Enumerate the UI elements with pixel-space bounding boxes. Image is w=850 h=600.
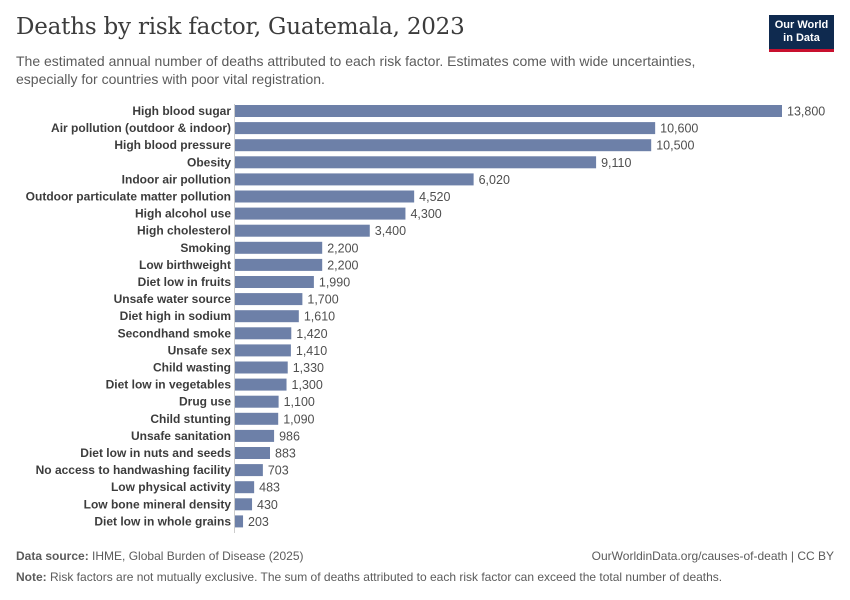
category-label: No access to handwashing facility — [36, 463, 232, 477]
category-label: High blood sugar — [132, 104, 231, 118]
bar[interactable] — [235, 258, 323, 271]
value-label: 4,300 — [410, 207, 441, 221]
bar[interactable] — [235, 327, 292, 340]
bar[interactable] — [235, 464, 263, 477]
category-label: Diet low in nuts and seeds — [80, 446, 231, 460]
category-label: Air pollution (outdoor & indoor) — [51, 121, 231, 135]
chart-subtitle: The estimated annual number of deaths at… — [16, 53, 696, 87]
value-label: 9,110 — [601, 156, 631, 170]
logo-line-2: in Data — [783, 32, 820, 44]
value-label: 4,520 — [419, 190, 450, 204]
category-label: Diet low in whole grains — [94, 514, 231, 528]
value-label: 1,090 — [283, 412, 314, 426]
category-label: Unsafe water source — [114, 292, 232, 306]
value-label: 703 — [268, 464, 289, 478]
bar[interactable] — [235, 293, 303, 306]
bar[interactable] — [235, 207, 406, 220]
bar[interactable] — [235, 241, 323, 254]
bar[interactable] — [235, 276, 314, 288]
category-label: High cholesterol — [137, 224, 231, 238]
category-label: Child wasting — [153, 361, 231, 375]
category-label: Diet low in vegetables — [106, 378, 232, 392]
bar[interactable] — [235, 447, 271, 459]
category-label: Smoking — [180, 241, 231, 255]
bar[interactable] — [235, 156, 597, 169]
category-label: Low bone mineral density — [84, 497, 232, 511]
data-source: Data source: IHME, Global Burden of Dise… — [16, 549, 303, 563]
value-label: 1,300 — [292, 378, 323, 392]
value-label: 1,990 — [319, 276, 350, 290]
category-label: High alcohol use — [135, 207, 231, 221]
bar[interactable] — [235, 395, 279, 408]
category-label: Child stunting — [150, 412, 231, 426]
note-text: Risk factors are not mutually exclusive.… — [50, 570, 723, 584]
chart-title: Deaths by risk factor, Guatemala, 2023 — [16, 14, 465, 40]
category-label: Secondhand smoke — [118, 326, 232, 340]
bar[interactable] — [235, 412, 279, 425]
bar[interactable] — [235, 361, 288, 374]
bar[interactable] — [235, 173, 474, 186]
bar[interactable] — [235, 310, 299, 323]
value-label: 1,100 — [284, 395, 315, 409]
bar[interactable] — [235, 378, 287, 391]
data-source-label: Data source: — [16, 549, 89, 563]
value-label: 1,420 — [296, 327, 327, 341]
category-label: Indoor air pollution — [122, 172, 231, 186]
category-label: Unsafe sanitation — [131, 429, 231, 443]
bars-group: High blood sugar 13,800 Air pollution (out… — [26, 104, 826, 529]
value-label: 10,600 — [660, 122, 698, 136]
value-label: 1,610 — [304, 310, 335, 324]
value-label: 2,200 — [327, 241, 358, 255]
bar[interactable] — [235, 429, 275, 442]
category-label: Low physical activity — [111, 480, 231, 494]
category-label: Obesity — [187, 155, 231, 169]
category-label: High blood pressure — [114, 138, 231, 152]
category-label: Diet high in sodium — [120, 309, 231, 323]
data-source-text: IHME, Global Burden of Disease (2025) — [92, 549, 304, 563]
value-label: 3,400 — [375, 224, 406, 238]
bar[interactable] — [235, 190, 415, 203]
category-label: Unsafe sex — [168, 343, 232, 357]
owid-logo[interactable]: Our World in Data — [769, 15, 834, 52]
bar[interactable] — [235, 498, 253, 511]
bar[interactable] — [235, 139, 652, 152]
category-label: Diet low in fruits — [138, 275, 232, 289]
note-label: Note: — [16, 570, 47, 584]
value-label: 430 — [257, 498, 278, 512]
value-label: 6,020 — [479, 173, 510, 187]
bar[interactable] — [235, 105, 782, 117]
bar[interactable] — [235, 344, 291, 357]
bar[interactable] — [235, 224, 370, 237]
bar[interactable] — [235, 122, 656, 135]
source-link[interactable]: OurWorldinData.org/causes-of-death | CC … — [591, 549, 834, 563]
category-label: Low birthweight — [139, 258, 231, 272]
value-label: 13,800 — [787, 105, 825, 119]
bar[interactable] — [235, 481, 255, 494]
value-label: 483 — [259, 481, 280, 495]
chart-note: Note: Risk factors are not mutually excl… — [16, 570, 722, 584]
value-label: 883 — [275, 447, 296, 461]
logo-line-1: Our World — [774, 19, 829, 31]
value-label: 986 — [279, 429, 300, 443]
value-label: 1,330 — [293, 361, 324, 375]
category-label: Drug use — [179, 395, 231, 409]
bar[interactable] — [235, 515, 244, 528]
value-label: 1,700 — [307, 293, 338, 307]
value-label: 203 — [248, 515, 269, 529]
value-label: 2,200 — [327, 258, 358, 272]
value-label: 1,410 — [296, 344, 327, 358]
value-label: 10,500 — [656, 139, 694, 153]
category-label: Outdoor particulate matter pollution — [26, 190, 231, 204]
bar-chart: High blood sugar 13,800 Air pollution (out… — [26, 104, 826, 533]
